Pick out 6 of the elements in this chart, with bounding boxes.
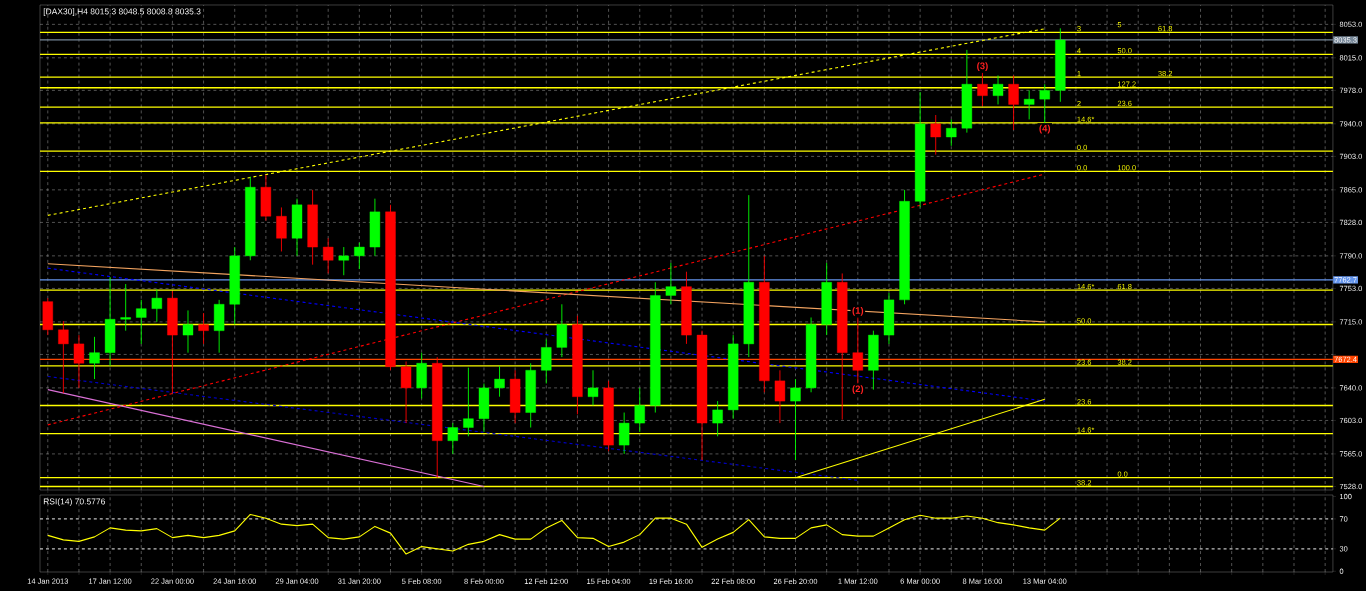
chart-title: RSI(14) 70.5776 bbox=[43, 498, 105, 507]
annotation: (2) bbox=[852, 385, 864, 395]
annotation: (4) bbox=[1039, 124, 1051, 134]
annotation: (1) bbox=[852, 306, 864, 316]
chart-title: [DAX30],H4 8015.3 8048.5 8008.8 8035.3 bbox=[43, 8, 201, 17]
annotation: (3) bbox=[977, 62, 988, 72]
